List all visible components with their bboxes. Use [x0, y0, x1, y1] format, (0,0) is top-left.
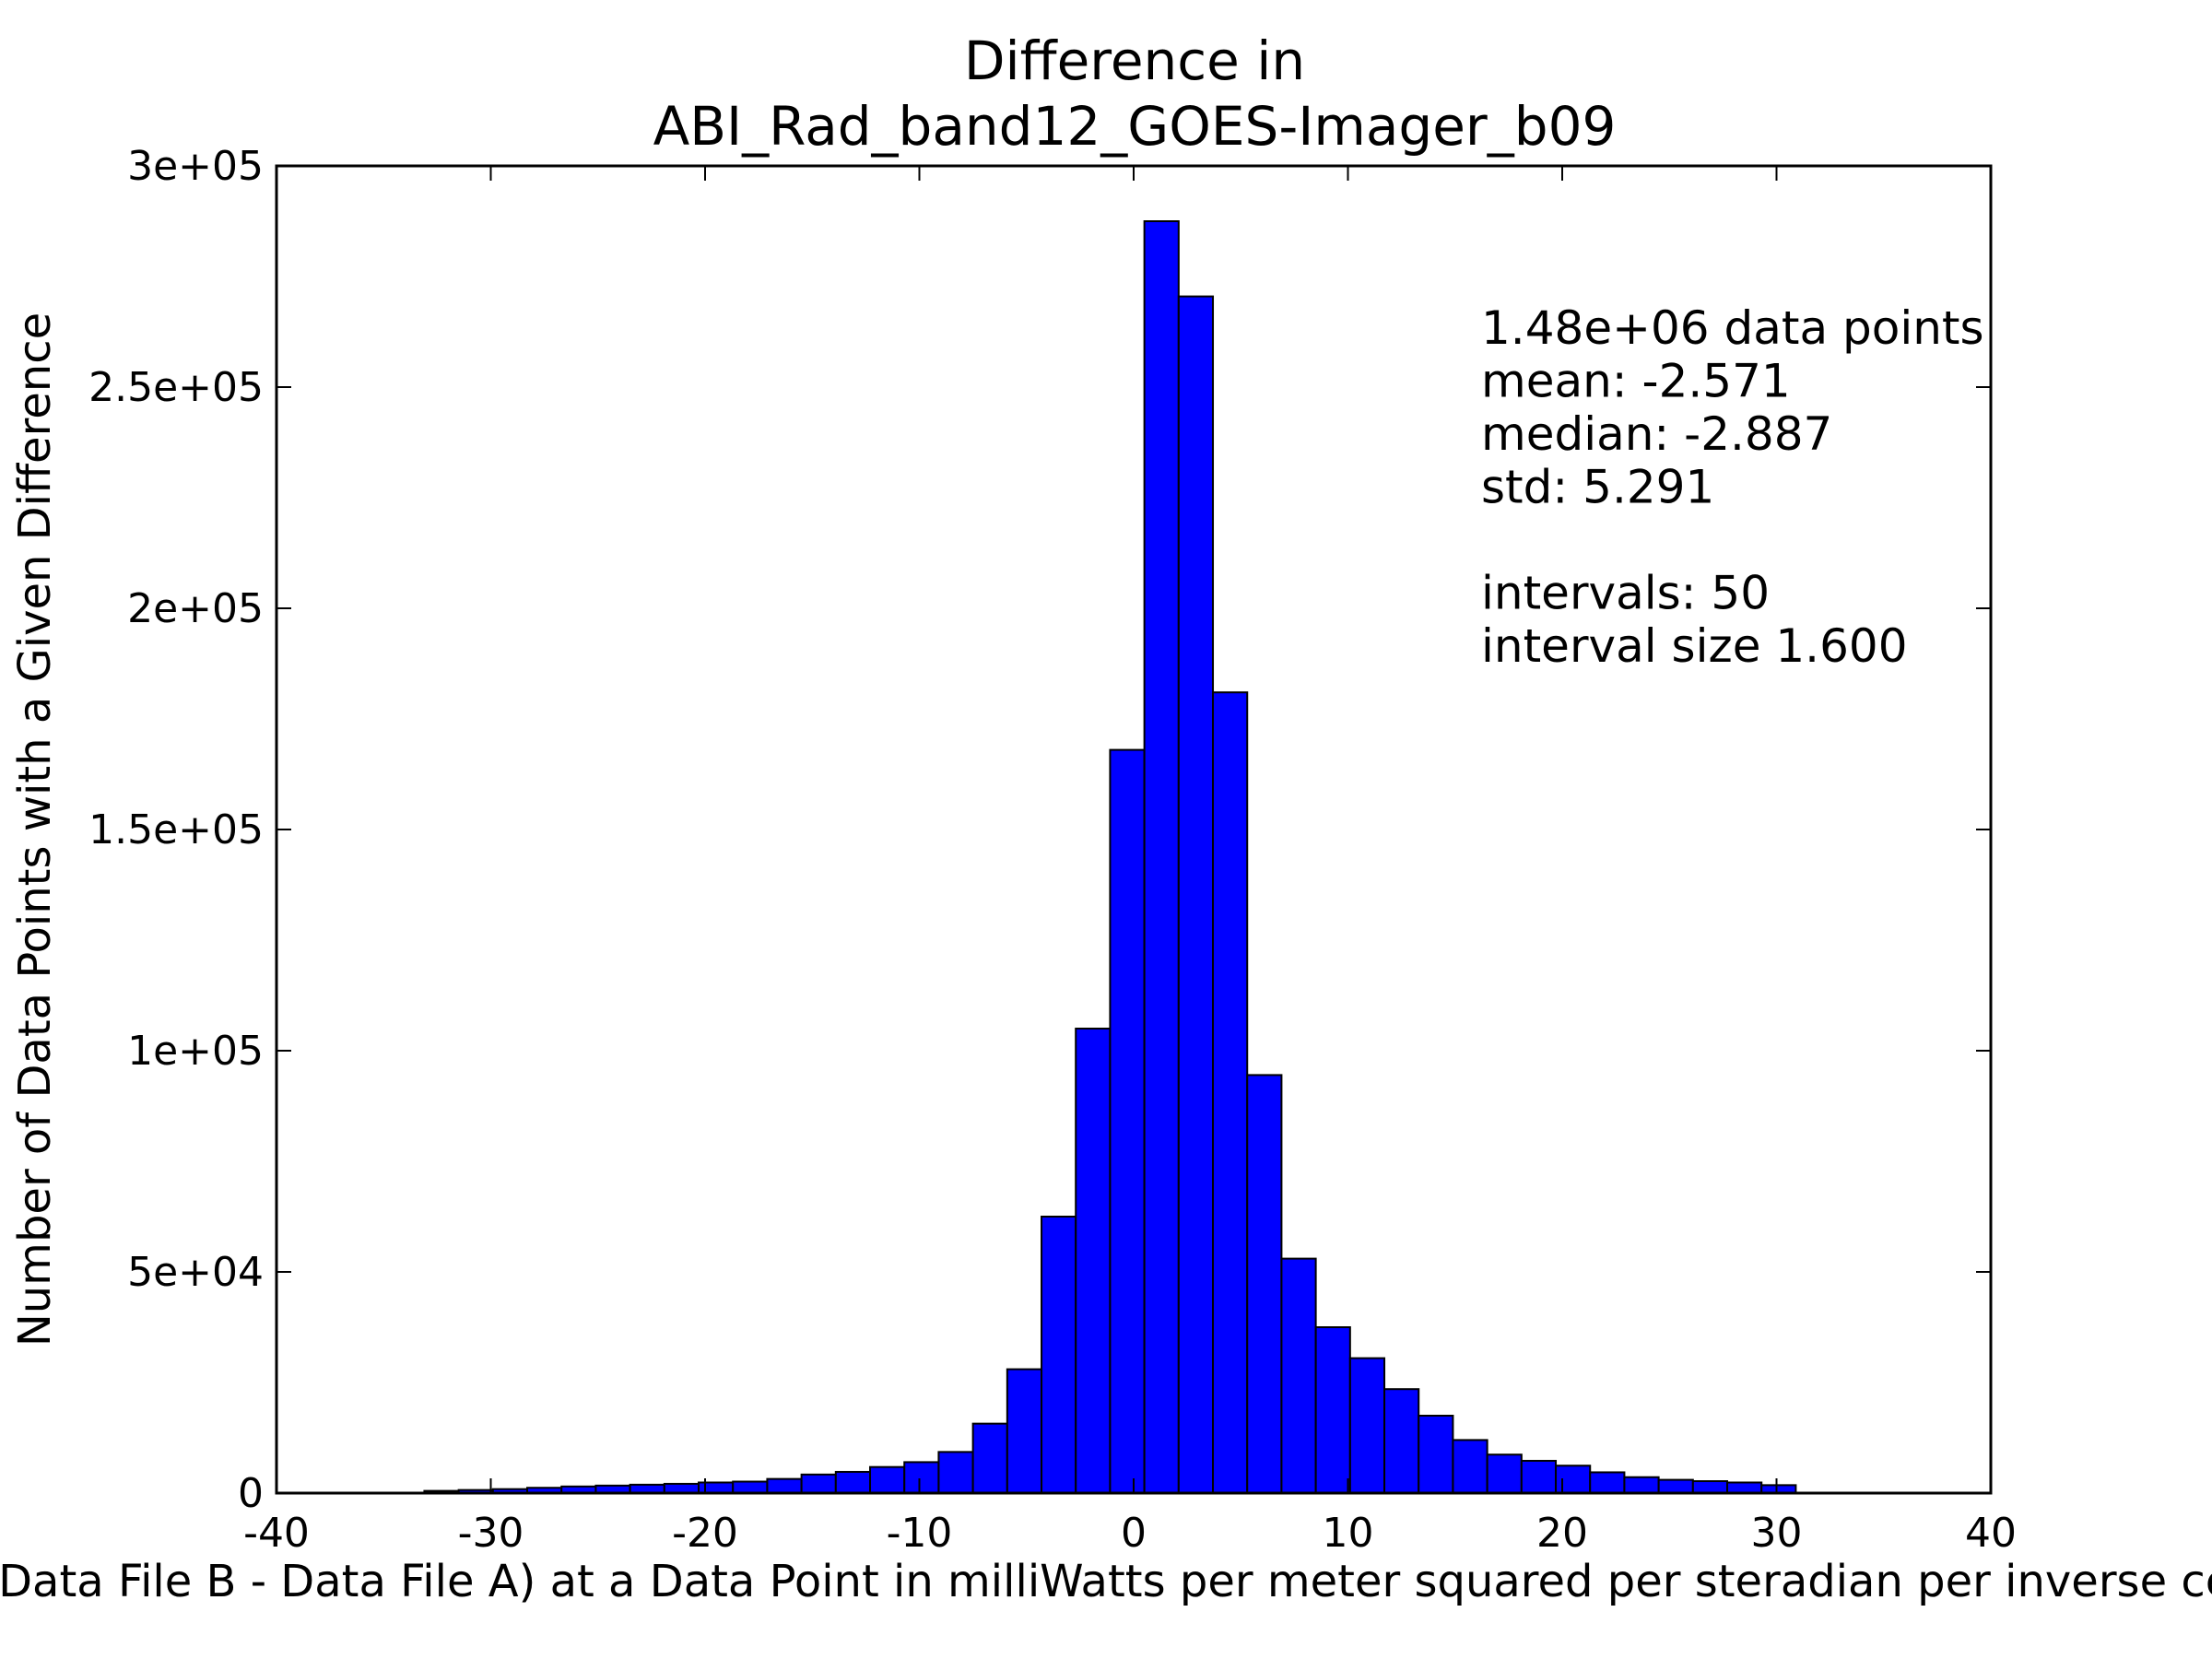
histogram-bar [1246, 1074, 1283, 1495]
y-tick-label: 3e+05 [127, 143, 264, 190]
y-tick-label: 0 [238, 1470, 264, 1517]
histogram-bar [937, 1451, 974, 1494]
stats-line: 1.48e+06 data points [1481, 301, 1984, 355]
x-tick-label: 10 [1323, 1510, 1374, 1557]
y-tick-label: 1e+05 [127, 1028, 264, 1075]
histogram-bar [1589, 1471, 1626, 1494]
histogram-bar [1452, 1439, 1488, 1495]
histogram-bar [903, 1461, 940, 1495]
y-tick-label: 2.5e+05 [88, 364, 264, 411]
x-tick-label: 0 [1121, 1510, 1147, 1557]
stats-line: std: 5.291 [1481, 461, 1714, 514]
histogram-bar [1657, 1478, 1694, 1494]
histogram-bar [1109, 748, 1146, 1494]
histogram-bar [1006, 1368, 1043, 1494]
histogram-bar [698, 1481, 735, 1494]
x-tick-label: -20 [672, 1510, 738, 1557]
histogram-bar [1143, 220, 1180, 1494]
stats-line: median: -2.887 [1481, 407, 1832, 461]
histogram-bar [1418, 1415, 1454, 1494]
x-axis-label: Value of (Data File B - Data File A) at … [0, 1556, 2212, 1607]
x-tick-label: 20 [1536, 1510, 1588, 1557]
y-axis-label: Number of Data Points with a Given Diffe… [9, 312, 61, 1347]
stats-line: mean: -2.571 [1481, 355, 1791, 408]
histogram-bar [1177, 295, 1215, 1495]
histogram-bar [1041, 1216, 1077, 1494]
histogram-bar [834, 1470, 872, 1494]
histogram-bar [1691, 1480, 1729, 1495]
histogram-bar [1212, 691, 1249, 1494]
chart-title-line-2: ABI_Rad_band12_GOES-Imager_b09 [653, 95, 1617, 158]
histogram-bar [1623, 1476, 1660, 1494]
histogram-bar [1726, 1481, 1763, 1494]
x-tick-label: -30 [458, 1510, 524, 1557]
histogram-bar [663, 1482, 700, 1495]
histogram-bar [1520, 1459, 1558, 1494]
histogram-bar [1486, 1453, 1523, 1494]
x-tick-label: -40 [243, 1510, 310, 1557]
histogram-bar [1383, 1388, 1420, 1494]
x-tick-label: 30 [1751, 1510, 1803, 1557]
histogram-bar [1075, 1028, 1112, 1494]
histogram-bar [869, 1465, 906, 1495]
stats-line: interval size 1.600 [1481, 619, 1908, 673]
y-tick-label: 1.5e+05 [88, 806, 264, 853]
histogram-bar [1348, 1357, 1386, 1494]
y-tick-label: 2e+05 [127, 585, 264, 632]
histogram-bar [1280, 1257, 1317, 1494]
histogram-bar [800, 1473, 837, 1494]
chart-title-line-1: Difference in [964, 29, 1305, 92]
histogram-bar [1555, 1465, 1592, 1494]
histogram-bar [766, 1477, 803, 1495]
histogram-bar [971, 1422, 1008, 1495]
histogram-bar [732, 1480, 769, 1495]
histogram-bar [1314, 1326, 1351, 1494]
plot-frame [275, 164, 1993, 1495]
stats-line: intervals: 50 [1481, 567, 1770, 620]
y-tick-label: 5e+04 [127, 1249, 264, 1296]
x-tick-label: 40 [1965, 1510, 2017, 1557]
x-tick-label: -10 [887, 1510, 953, 1557]
axis-ticks: -40 -30 -20 -10 0 10 20 30 40 0 5e+04 1e+05 1.5e+05 2… [88, 143, 2017, 1557]
